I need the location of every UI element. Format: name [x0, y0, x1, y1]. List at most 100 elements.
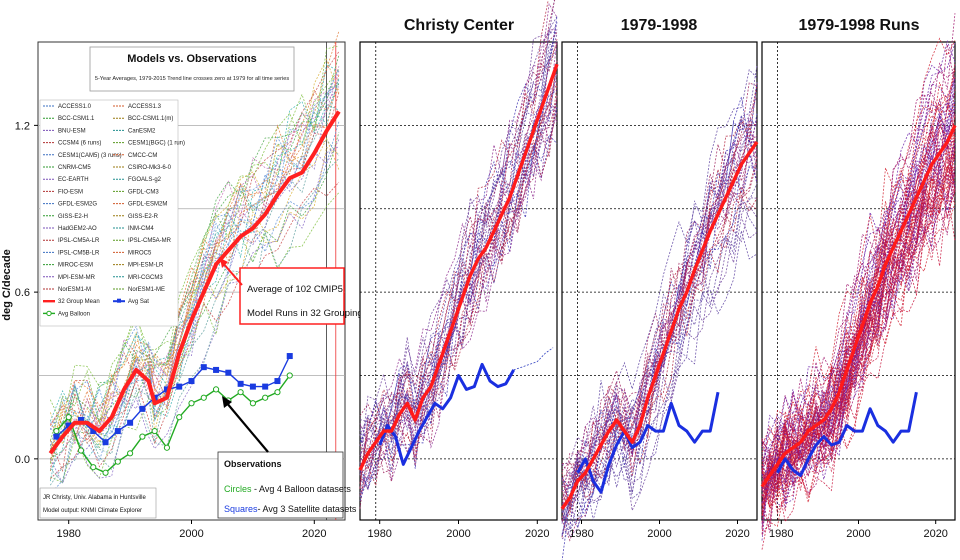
legend-label: MIROC-ESM	[58, 263, 93, 269]
balloon-point	[176, 414, 183, 421]
observations-satellite-text: Squares- Avg 3 Satellite datasets	[224, 504, 357, 514]
model-run-line	[761, 68, 956, 475]
legend-label: GFDL-ESM2G	[58, 202, 97, 208]
model-run-line	[49, 58, 340, 463]
balloon-point	[286, 372, 293, 379]
model-run-line	[761, 37, 956, 473]
legend-label: IPSL-CM5B-LR	[58, 250, 100, 256]
model-run-line	[50, 86, 340, 441]
x-tick-label: 1980	[367, 528, 391, 540]
satellite-line	[576, 391, 720, 494]
series	[560, 141, 759, 510]
legend-label: CESM1(CAM5) (3 runs)	[58, 153, 122, 159]
model-run-line	[761, 202, 956, 527]
credit-line-1: JR Christy, Univ. Alabama in Huntsville	[43, 495, 146, 501]
model-run-line	[50, 132, 340, 459]
panel-title: Christy Center	[404, 17, 514, 34]
model-run-line	[49, 51, 340, 473]
legend-label: CCSM4 (6 runs)	[58, 141, 101, 147]
model-run-line	[761, 75, 956, 457]
legend-label: Avg Sat	[128, 299, 149, 305]
satellite-point	[188, 378, 195, 385]
panel-title: 1979-1998 Runs	[799, 17, 920, 34]
model-run-line	[761, 181, 956, 505]
circles-desc: - Avg 4 Balloon datasets	[252, 484, 352, 494]
balloon-point	[90, 464, 97, 471]
satellite-point	[286, 353, 293, 360]
axis-ticks: 1980 2000 2020 0.0 0.6 1.2	[15, 120, 327, 540]
satellite-point	[249, 383, 256, 390]
satellite-point	[53, 433, 60, 440]
model-run-line	[561, 197, 758, 540]
model-run-line	[49, 82, 340, 447]
legend-label: GFDL-ESM2M	[128, 202, 167, 208]
satellite-point	[213, 366, 220, 373]
balloon-point	[188, 400, 195, 407]
model-run-line	[761, 164, 956, 511]
balloon-point	[127, 450, 134, 457]
balloon-point	[163, 444, 171, 451]
satellite-point	[77, 416, 84, 423]
model-run-line	[761, 146, 956, 501]
balloon-point	[114, 458, 121, 465]
model-run-line	[50, 85, 340, 451]
satellite-point	[127, 419, 134, 426]
credit-line-2: Model output: KNMI Climate Explorer	[43, 508, 142, 514]
model-run-line	[50, 121, 340, 446]
satellite-point	[114, 428, 121, 435]
chart-title: Models vs. Observations	[127, 53, 257, 65]
observations-balloon-text: Circles - Avg 4 Balloon datasets	[224, 484, 351, 494]
model-run-line	[359, 29, 558, 480]
model-run-line	[561, 197, 758, 522]
legend-label: ACCESS1.0	[58, 104, 92, 110]
legend-label: HadGEM2-AO	[58, 226, 97, 232]
model-run-line	[761, 103, 956, 508]
x-tick-label: 2000	[446, 528, 470, 540]
chart-subtitle: 5-Year Averages, 1979-2015 Trend line cr…	[95, 76, 290, 82]
model-run-line	[359, 0, 555, 447]
model-run-line	[761, 103, 956, 535]
model-run-line	[761, 39, 956, 446]
axis-ticks: 1980 2000 2020	[769, 520, 948, 540]
legend-label: ACCESS1.3	[128, 104, 162, 110]
x-tick-label: 2020	[923, 528, 947, 540]
satellite-point	[163, 386, 170, 393]
model-run-line	[761, 95, 956, 485]
satellite-point	[262, 383, 269, 390]
observations-title: Observations	[224, 459, 282, 469]
squares-desc: - Avg 3 Satellite datasets	[258, 504, 357, 514]
balloon-point	[53, 427, 60, 435]
model-run-line	[761, 63, 956, 504]
model-run-line	[561, 215, 758, 506]
legend-label: FGOALS-g2	[128, 177, 162, 183]
legend-label: BCC-CSM1.1(m)	[128, 116, 173, 122]
legend-marker	[46, 310, 52, 317]
balloon-point	[274, 389, 281, 396]
balloon-point	[151, 427, 158, 435]
title-box	[89, 46, 295, 92]
model-run-line	[561, 118, 758, 500]
model-run-line	[49, 74, 340, 472]
legend-label: CanESM2	[128, 128, 156, 134]
legend-label: MRI-CGCM3	[128, 275, 163, 281]
axis-ticks: 1980 2000 2020	[367, 520, 550, 540]
x-tick-label: 2020	[302, 528, 326, 540]
balloon-point	[262, 394, 269, 401]
legend-label: NorESM1-ME	[128, 287, 165, 293]
model-run-line	[761, 194, 956, 523]
model-run-line	[359, 2, 558, 428]
satellite-line	[776, 391, 918, 477]
panel-title: 1979-1998	[621, 17, 698, 34]
balloon-point	[77, 447, 85, 454]
y-tick-label: 1.2	[15, 120, 30, 132]
model-run-line	[49, 139, 340, 485]
balloon-point	[249, 400, 256, 407]
legend-label: INM-CM4	[128, 226, 154, 232]
christy-center-panel: Christy Center 1980 2000 2020	[358, 0, 559, 540]
model-run-line	[761, 98, 956, 473]
model-annotation-line2: Model Runs in 32 Groupings	[247, 308, 368, 319]
1979-1998-panel: 1979-1998 1980 2000 2020	[560, 17, 759, 560]
x-tick-label: 1980	[56, 528, 80, 540]
model-annotation-line1: Average of 102 CMIP5	[247, 284, 343, 295]
